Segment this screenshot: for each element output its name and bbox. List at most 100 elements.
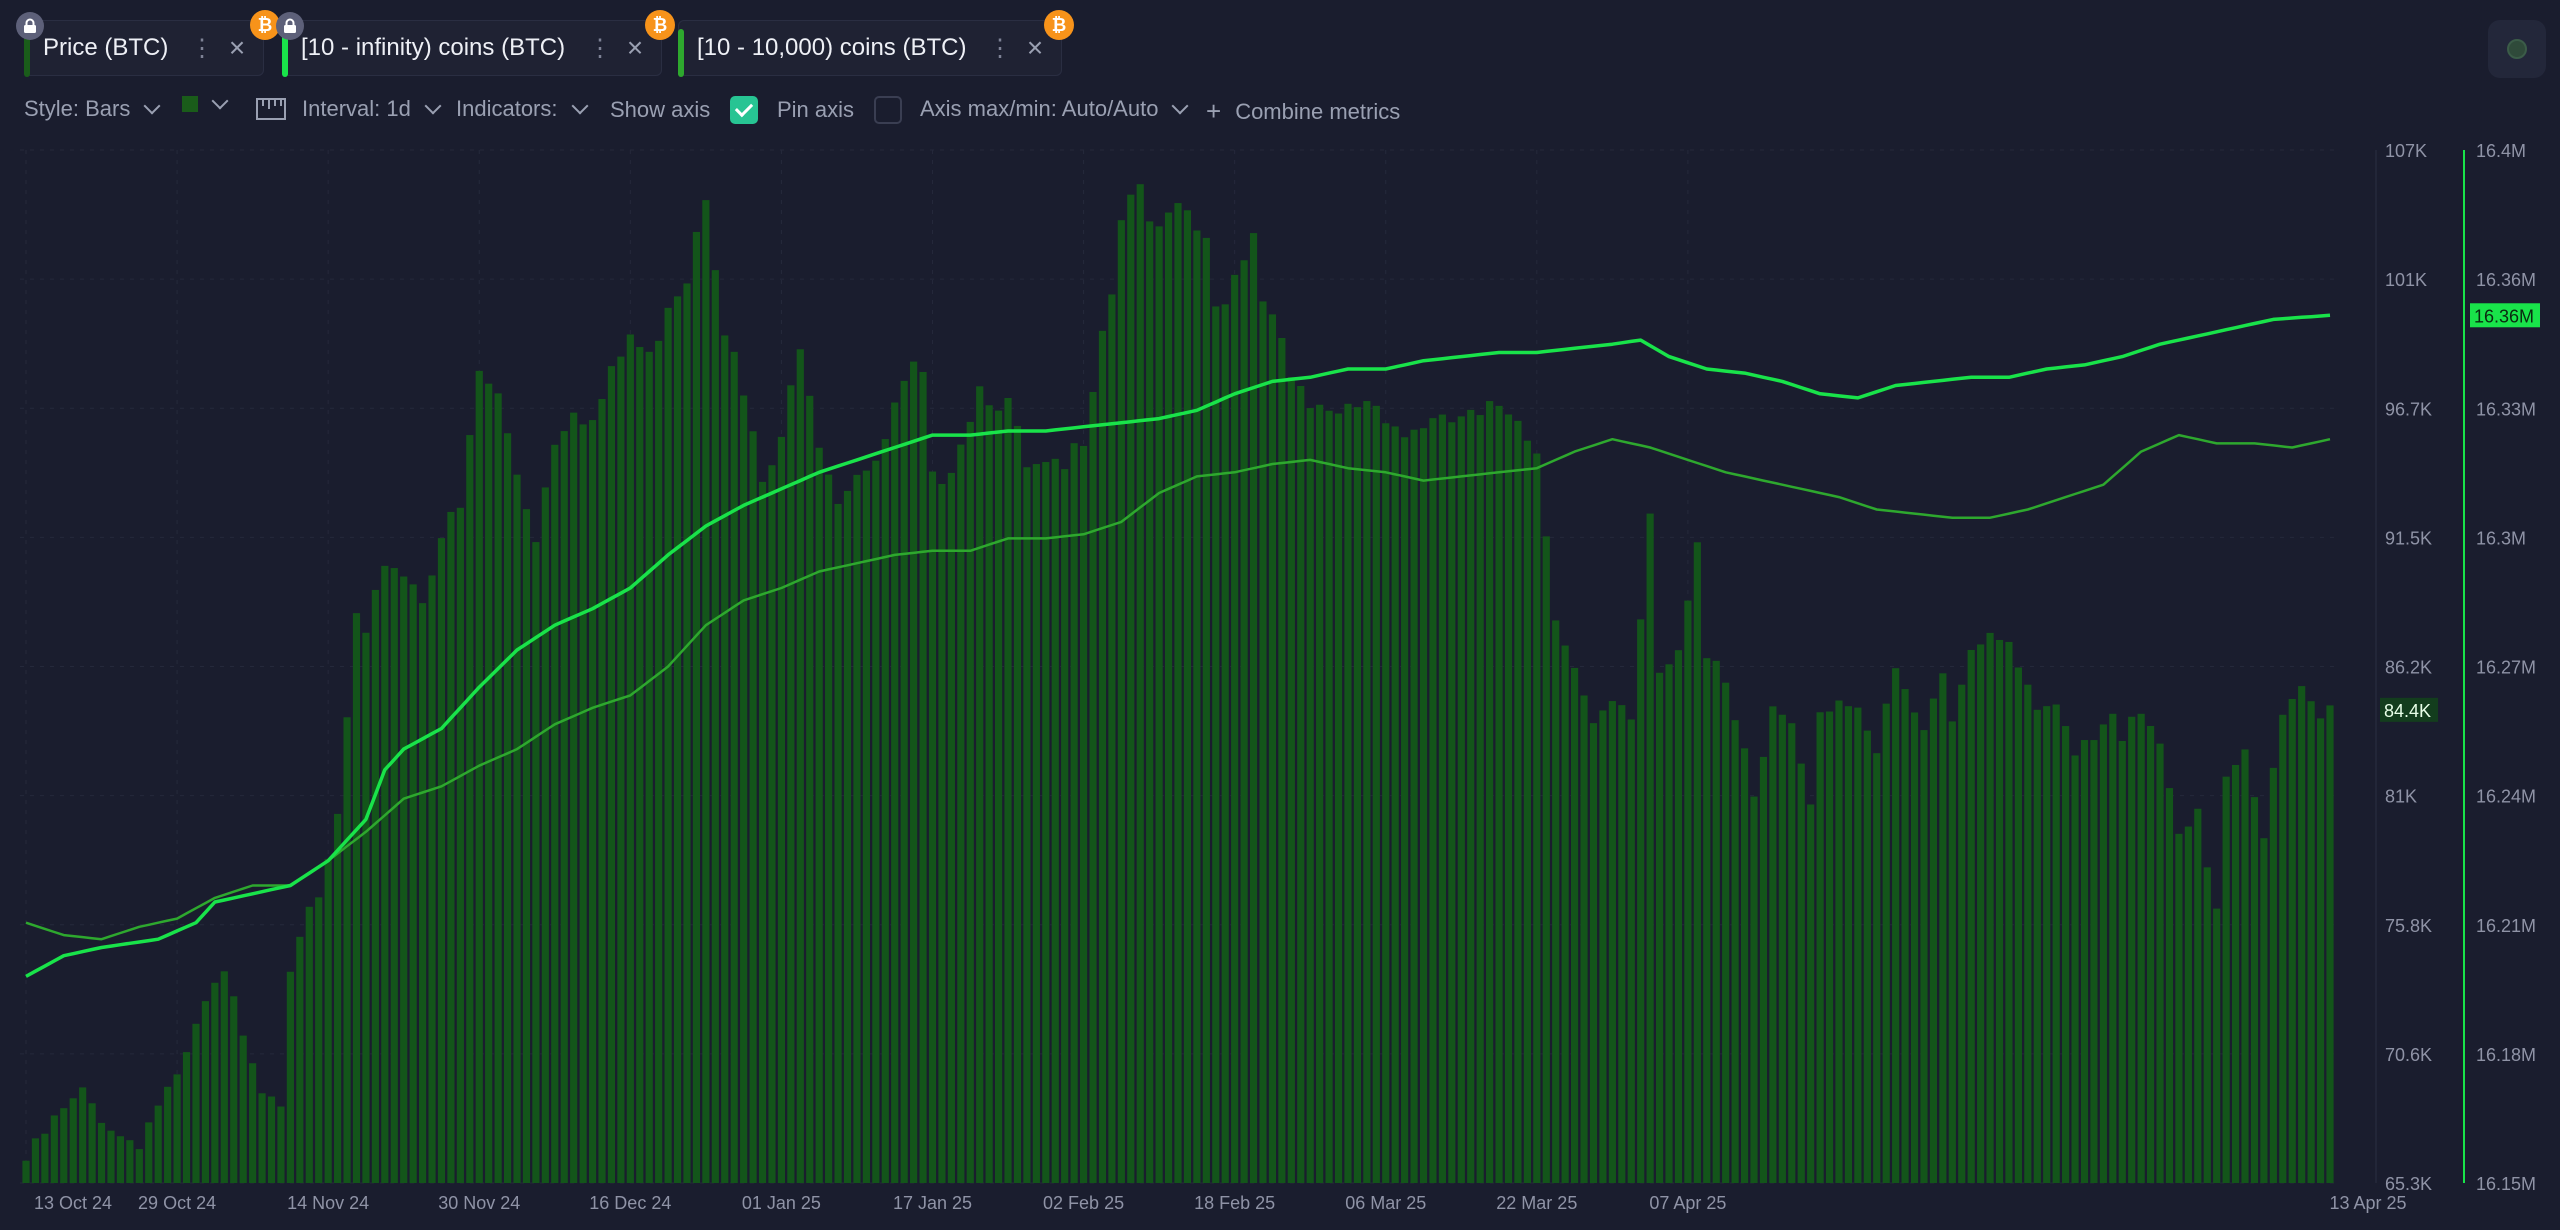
price-bar [1004,398,1012,1183]
bitcoin-icon: ₿ [1044,10,1074,40]
more-icon[interactable]: ⋮ [190,34,214,62]
price-bar [1174,203,1182,1183]
x-axis-tick: 07 Apr 25 [1649,1193,1726,1213]
price-bar [1523,440,1531,1183]
price-bar [711,270,719,1183]
close-icon[interactable]: × [1026,32,1044,63]
price-bar [2184,826,2192,1183]
price-bar [2165,788,2174,1183]
price-bar [532,542,540,1183]
right-axis-tick: 16.18M [2476,1045,2536,1065]
tab-price-btc[interactable]: Price (BTC) ⋮ × [24,20,264,77]
price-bar [1013,425,1022,1183]
price-bar [1353,407,1361,1184]
price-bar [1457,416,1465,1183]
price-bar [1769,706,1777,1183]
more-icon[interactable]: ⋮ [988,34,1012,62]
price-bar [1410,429,1418,1183]
x-axis-tick: 18 Feb 25 [1194,1193,1275,1213]
pin-axis-checkbox[interactable] [874,96,903,124]
axis-maxmin-dropdown[interactable]: Axis max/min: Auto/Auto [920,96,1189,122]
style-dropdown[interactable]: Style: Bars [24,96,161,122]
show-axis-checkbox[interactable] [730,96,759,124]
price-bar [995,410,1003,1183]
more-icon[interactable]: ⋮ [588,34,612,62]
price-bar [1618,705,1626,1183]
price-bar [2118,740,2126,1183]
price-bar [164,1086,172,1183]
pin-axis-toggle[interactable]: Pin axis [777,96,903,124]
price-bar [1306,408,1314,1184]
price-bar [1608,701,1616,1183]
price-bar [211,982,219,1183]
price-bar [1759,756,1768,1183]
close-icon[interactable]: × [626,32,644,63]
close-icon[interactable]: × [228,32,246,63]
price-bar [1240,260,1248,1183]
indicators-dropdown[interactable]: Indicators: [456,96,588,122]
price-bar [570,412,578,1183]
combine-metrics-button[interactable]: + Combine metrics [1206,96,1400,127]
price-bar [1892,668,1900,1183]
price-bar [1504,414,1513,1184]
price-bar [588,420,597,1183]
price-bar [881,439,889,1183]
price-bar [494,393,502,1183]
price-bar [843,490,852,1184]
price-bar [1117,220,1125,1184]
series-line [25,313,2331,978]
price-bar [1627,719,1635,1183]
price-bar [2062,726,2070,1183]
price-bar [1977,644,1985,1183]
price-bar [1825,711,1834,1183]
interval-dropdown[interactable]: Interval: 1d [256,96,442,122]
price-bar [1372,405,1380,1183]
price-bar [239,1035,247,1183]
price-bar [1514,420,1522,1183]
price-bar [126,1140,134,1183]
price-bar [1929,698,1937,1183]
price-bar [768,465,776,1184]
price-bar [2203,867,2211,1183]
price-bar [343,717,351,1183]
price-bar [1448,422,1456,1183]
price-bar [437,538,446,1183]
price-bar [1108,294,1116,1183]
color-picker[interactable] [182,92,229,112]
price-bar [1032,464,1040,1184]
tab-10-infinity-coins[interactable]: [10 - infinity) coins (BTC) ⋮ × [282,20,662,77]
price-bar [2279,714,2287,1183]
price-bar [249,1063,257,1183]
price-bar [1079,445,1088,1183]
price-bar [806,395,814,1183]
tab-10-10000-coins[interactable]: [10 - 10,000) coins (BTC) ⋮ × [678,20,1062,77]
price-bar [1854,707,1862,1183]
price-bar [1967,649,1975,1183]
price-bar [220,971,228,1183]
tab-color-bar [282,29,288,77]
show-axis-toggle[interactable]: Show axis [610,96,759,124]
price-bar [617,356,625,1184]
left-axis-tick: 101K [2385,270,2427,290]
price-bar [1665,664,1673,1183]
price-bar [730,351,738,1183]
price-bar [560,431,568,1183]
price-bar [598,399,606,1183]
price-bar [1127,194,1135,1184]
metric-tabs: Price (BTC) ⋮ × ₿ [10 - infinity) coins … [0,0,2560,80]
price-bar [758,481,767,1184]
price-bar [1164,212,1173,1184]
price-bar [1193,230,1201,1184]
price-bar [740,395,748,1183]
x-axis-tick: 22 Mar 25 [1496,1193,1577,1213]
price-bar [1674,650,1683,1183]
lock-icon [16,12,44,40]
price-bar [2269,767,2277,1183]
price-bar [1467,409,1475,1183]
price-bar [834,503,842,1183]
left-axis-tick: 65.3K [2385,1174,2432,1194]
status-button[interactable] [2488,20,2546,78]
price-bar [1797,763,1805,1183]
price-bar [2298,686,2306,1183]
